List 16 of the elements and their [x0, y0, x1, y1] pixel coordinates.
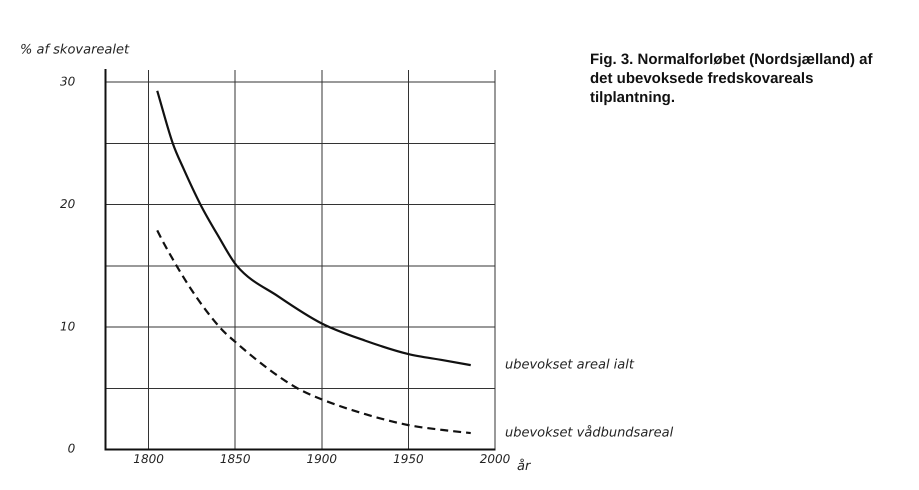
x-tick-label: 1950 [393, 452, 424, 466]
line-series [156, 90, 472, 366]
x-tick-label: 1850 [220, 452, 251, 466]
y-tick-label: 0 [68, 442, 76, 456]
x-axis-title: år [517, 458, 532, 474]
line-series [156, 229, 472, 434]
text: Fig. 3. Normalforløbet (Nordsjælland) af det ubevoksede fredskovareals tilplantning. [590, 50, 874, 107]
y-axis-title: % af skovarealet [20, 42, 130, 58]
x-tick-label: 2000 [480, 452, 511, 466]
y-tick-label: 10 [60, 319, 76, 334]
y-tick-label: 20 [60, 196, 76, 211]
text: ubevokset vådbundsareal [505, 424, 674, 440]
y-tick-label: 30 [60, 74, 76, 88]
text: ubevokset areal ialt [505, 357, 635, 372]
x-tick-label: 1900 [306, 452, 338, 466]
x-tick-label: 1800 [133, 452, 164, 466]
